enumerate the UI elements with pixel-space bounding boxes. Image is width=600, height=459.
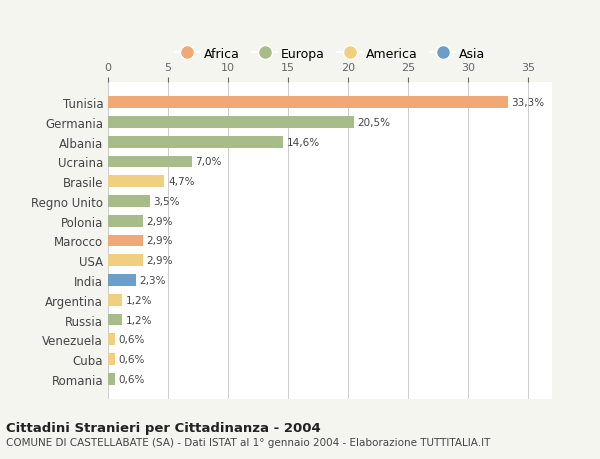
Text: 0,6%: 0,6%: [119, 374, 145, 384]
Text: 1,2%: 1,2%: [126, 295, 152, 305]
Text: 2,9%: 2,9%: [146, 216, 173, 226]
Bar: [108, 156, 192, 168]
Text: COMUNE DI CASTELLABATE (SA) - Dati ISTAT al 1° gennaio 2004 - Elaborazione TUTTI: COMUNE DI CASTELLABATE (SA) - Dati ISTAT…: [6, 437, 490, 448]
Bar: [108, 215, 143, 227]
Text: 4,7%: 4,7%: [168, 177, 194, 187]
Bar: [108, 255, 143, 267]
Text: 14,6%: 14,6%: [287, 137, 320, 147]
Bar: [108, 334, 115, 346]
Bar: [108, 136, 283, 148]
Bar: [108, 235, 143, 247]
Bar: [108, 373, 115, 385]
Text: 20,5%: 20,5%: [358, 118, 391, 128]
Bar: [108, 274, 136, 286]
Text: 7,0%: 7,0%: [196, 157, 222, 167]
Bar: [108, 314, 122, 326]
Text: 0,6%: 0,6%: [119, 354, 145, 364]
Text: 33,3%: 33,3%: [511, 98, 544, 108]
Text: 2,9%: 2,9%: [146, 256, 173, 266]
Text: 2,3%: 2,3%: [139, 275, 166, 285]
Bar: [108, 294, 122, 306]
Text: Cittadini Stranieri per Cittadinanza - 2004: Cittadini Stranieri per Cittadinanza - 2…: [6, 421, 321, 434]
Bar: [108, 196, 150, 207]
Bar: [108, 353, 115, 365]
Legend: Africa, Europa, America, Asia: Africa, Europa, America, Asia: [175, 48, 485, 61]
Text: 3,5%: 3,5%: [154, 196, 180, 207]
Bar: [108, 176, 164, 188]
Text: 0,6%: 0,6%: [119, 335, 145, 345]
Bar: [108, 97, 508, 109]
Text: 1,2%: 1,2%: [126, 315, 152, 325]
Bar: [108, 117, 354, 129]
Text: 2,9%: 2,9%: [146, 236, 173, 246]
